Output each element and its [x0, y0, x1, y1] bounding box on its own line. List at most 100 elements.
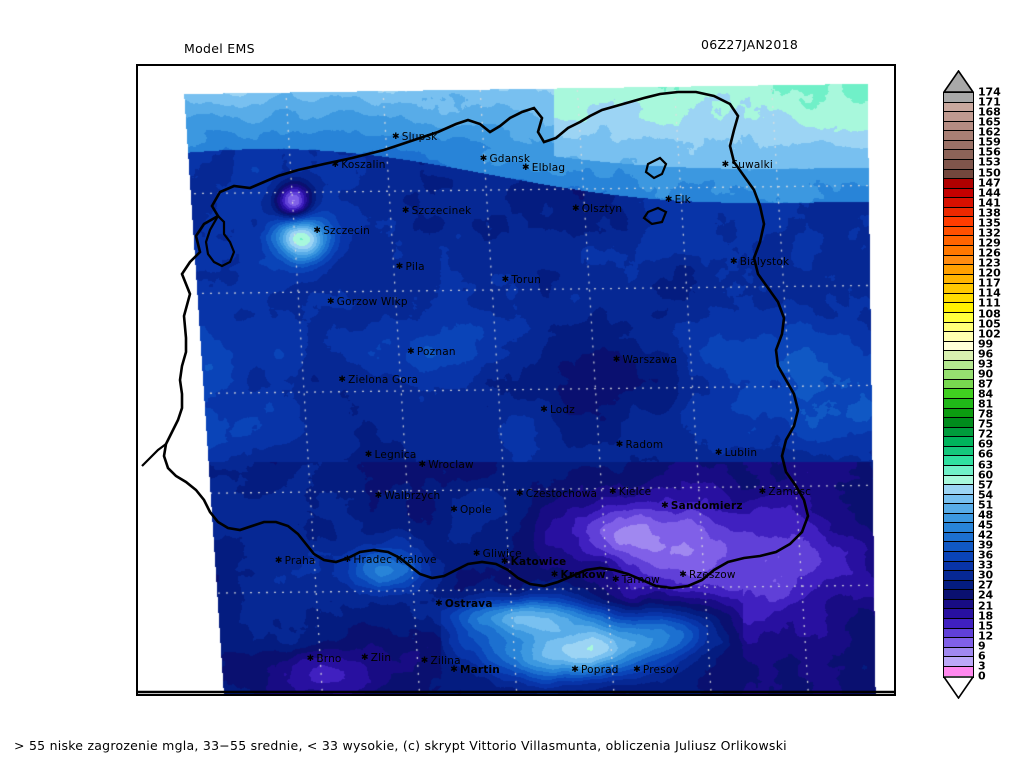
- city-name: Czestochowa: [525, 487, 598, 500]
- city-label: ✱ Gorzow Wlkp: [327, 297, 408, 308]
- colorbar-swatch: [944, 427, 973, 438]
- city-marker-icon: ✱: [571, 665, 579, 676]
- colorbar-swatch: [944, 599, 973, 610]
- city-label: ✱ Slupsk: [392, 132, 437, 143]
- city-label: ✱ Walbrzych: [375, 490, 441, 501]
- colorbar-swatch: [944, 312, 973, 323]
- city-marker-icon: ✱: [522, 162, 530, 173]
- colorbar-swatch: [944, 112, 973, 122]
- city-name: Hradec Kralove: [353, 553, 437, 566]
- colorbar-tick-label: 105: [978, 317, 1001, 331]
- lake-mamry: [642, 206, 668, 226]
- city-marker-icon: ✱: [608, 487, 617, 498]
- city-marker-icon: ✱: [331, 160, 340, 171]
- colorbar-swatch: [944, 399, 973, 409]
- colorbar-tick-label: 150: [978, 166, 1001, 180]
- colorbar-tick-label: 60: [978, 468, 994, 482]
- city-label: ✱ Poprad: [571, 665, 618, 676]
- city-name: Elk: [674, 193, 691, 206]
- colorbar-swatch: [944, 418, 973, 428]
- city-label: ✱ Zilina: [421, 654, 461, 667]
- colorbar-tick-label: 108: [978, 307, 1001, 321]
- colorbar-swatch: [944, 523, 973, 533]
- city-name: Zamosc: [768, 485, 812, 498]
- colorbar-swatch: [944, 561, 973, 572]
- colorbar-swatch: [944, 265, 973, 275]
- szczecin-lagoon: [204, 214, 236, 268]
- city-name: Warszawa: [622, 353, 678, 366]
- colorbar-swatch: [944, 217, 973, 227]
- city-marker-icon: ✱: [501, 275, 510, 286]
- colorbar-swatch: [944, 332, 973, 342]
- city-marker-icon: ✱: [274, 556, 283, 567]
- city-label: ✱ Zlin: [361, 652, 391, 663]
- colorbar-swatch: [944, 293, 973, 304]
- city-marker-icon: ✱: [418, 460, 427, 471]
- colorbar-tick-label: 90: [978, 367, 994, 381]
- city-marker-icon: ✱: [450, 665, 458, 676]
- colorbar-tick-label: 66: [978, 447, 994, 461]
- city-label: ✱ Elblag: [522, 162, 565, 173]
- colorbar-swatch: [944, 274, 973, 285]
- colorbar-swatch: [944, 102, 973, 113]
- city-label: ✱ Brno: [307, 654, 342, 665]
- colorbar-swatch: [944, 456, 973, 466]
- colorbar-swatch: [944, 666, 973, 677]
- colorbar-tick-label: 120: [978, 266, 1001, 280]
- colorbar-swatch: [944, 580, 973, 591]
- city-name: Gdansk: [489, 152, 531, 165]
- colorbar-tick-label: 9: [978, 639, 986, 653]
- city-marker-icon: ✱: [664, 194, 673, 205]
- colorbar-swatch: [944, 169, 973, 180]
- colorbar-under-arrow: [943, 676, 974, 699]
- colorbar: 174 171 168 165 162 159 156 153 150 147 144 141 138 1…: [936, 70, 1020, 710]
- city-name: Gliwice: [482, 547, 522, 560]
- lake-sniardwy: [644, 156, 668, 180]
- city-label: ✱ Kielce: [608, 487, 651, 498]
- city-marker-icon: ✱: [758, 486, 767, 497]
- colorbar-swatch: [944, 647, 973, 658]
- colorbar-tick-label: 63: [978, 458, 994, 472]
- city-name: Tarnow: [621, 573, 660, 586]
- colorbar-tick-label: 138: [978, 206, 1001, 220]
- city-marker-icon: ✱: [338, 375, 347, 385]
- colorbar-tick-label: 78: [978, 407, 994, 421]
- colorbar-tick-label: 0: [978, 669, 986, 683]
- colorbar-swatch: [944, 93, 973, 103]
- colorbar-tick-label: 123: [978, 256, 1001, 270]
- colorbar-swatch: [944, 370, 973, 380]
- colorbar-swatches: [943, 92, 974, 678]
- colorbar-swatch: [944, 131, 973, 141]
- colorbar-tick-label: 45: [978, 518, 994, 532]
- city-marker-icon: ✱: [327, 297, 335, 308]
- city-name: Wroclaw: [428, 459, 474, 472]
- city-label: ✱ Olsztyn: [572, 204, 622, 215]
- colorbar-tick-label: 3: [978, 659, 986, 673]
- city-name: Rzeszow: [689, 568, 736, 581]
- city-label: ✱ Gdansk: [480, 152, 531, 165]
- colorbar-tick-label: 174: [978, 85, 1001, 99]
- city-label: ✱ Pila: [396, 262, 425, 273]
- poland-border: [162, 90, 810, 590]
- city-label: ✱ Szczecinek: [401, 206, 472, 217]
- city-name: Lublin: [724, 447, 758, 460]
- map-borders-overlay: [138, 90, 894, 694]
- city-name: Legnica: [374, 449, 417, 462]
- colorbar-tick-label: 147: [978, 176, 1001, 190]
- city-name: Zilina: [430, 654, 461, 667]
- colorbar-tick-label: 27: [978, 578, 994, 592]
- colorbar-tick-label: 99: [978, 337, 994, 351]
- city-marker-icon: ✱: [615, 440, 624, 451]
- colorbar-tick-label: 69: [978, 437, 994, 451]
- colorbar-swatch: [944, 255, 973, 266]
- colorbar-tick-label: 93: [978, 357, 994, 371]
- colorbar-swatch: [944, 532, 973, 543]
- city-marker-icon: ✱: [361, 652, 369, 663]
- city-marker-icon: ✱: [500, 557, 509, 568]
- colorbar-swatch: [944, 389, 973, 399]
- colorbar-tick-label: 156: [978, 145, 1001, 159]
- city-label: ✱ Zielona Gora: [338, 375, 418, 386]
- city-name: Opole: [459, 503, 492, 516]
- city-name: Poznan: [416, 345, 456, 358]
- city-marker-icon: ✱: [401, 206, 410, 217]
